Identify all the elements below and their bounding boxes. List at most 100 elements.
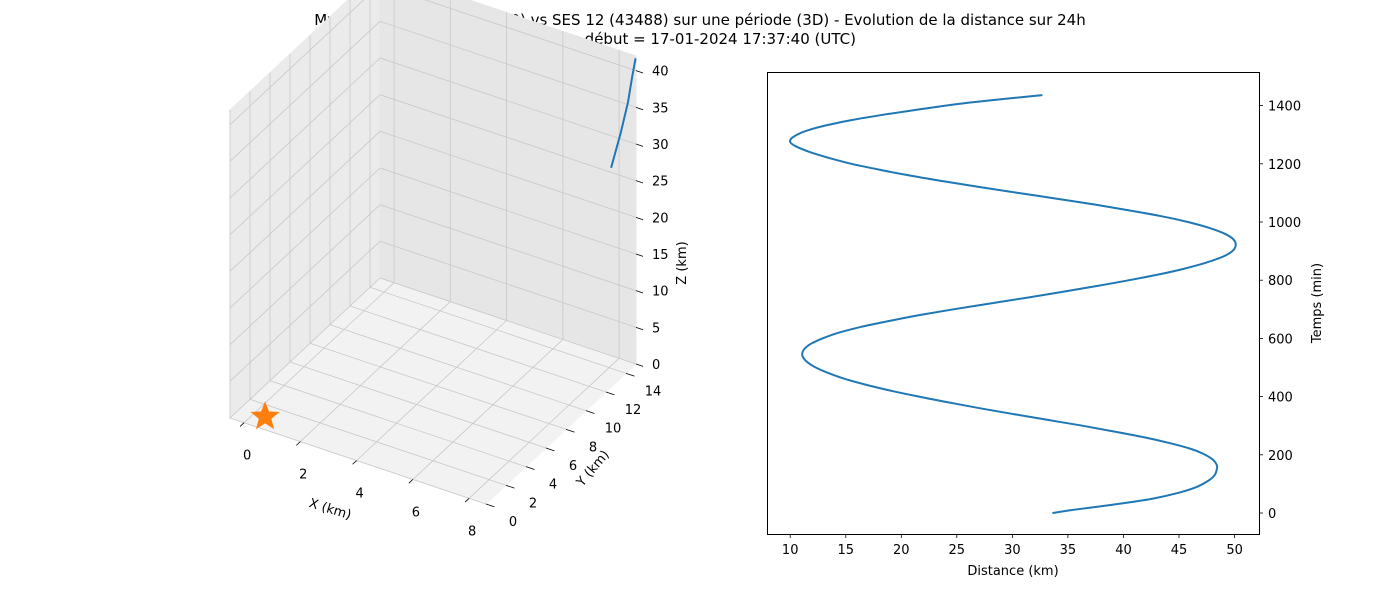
grid-line-z <box>379 94 637 182</box>
y-tick-label: 1200 <box>1268 158 1301 173</box>
y-tick-label: 12 <box>625 403 642 418</box>
y-tick-mark <box>485 503 495 508</box>
y-tick-label: 1400 <box>1268 100 1301 115</box>
plot-area <box>767 72 1260 535</box>
grid-line-z <box>229 57 381 199</box>
z-tick-mark <box>635 290 644 294</box>
x-tick-label: 30 <box>1004 543 1021 558</box>
grid-line-z <box>229 167 381 309</box>
z-tick-mark <box>635 70 644 74</box>
grid-line-y <box>329 324 587 412</box>
y-tick-mark <box>565 428 575 433</box>
y-tick-mark <box>525 466 535 470</box>
y-tick-label: 8 <box>589 440 597 455</box>
x-tick-label: 0 <box>243 449 251 464</box>
figure-title-line-2: Date début = 17-01-2024 17:37:40 (UTC) <box>544 30 856 48</box>
z-tick-label: 40 <box>652 65 669 80</box>
z-tick-mark <box>635 363 644 367</box>
z-tick-mark <box>635 216 644 221</box>
y-tick-label: 14 <box>645 384 662 399</box>
y-tick-label: 6 <box>569 459 577 474</box>
grid-line-z <box>379 20 637 108</box>
grid-line-y <box>309 342 567 430</box>
grid-line-z <box>229 131 381 272</box>
distance-series-line <box>789 94 1237 514</box>
x-axis-label-3d: X (km) <box>307 496 353 523</box>
y-tick-label: 4 <box>549 478 557 493</box>
z-tick-label: 35 <box>652 101 669 116</box>
z-axis-label-3d: Z (km) <box>675 241 690 284</box>
grid-line-y <box>229 417 487 505</box>
x-tick-mark <box>296 441 301 446</box>
z-tick-label: 5 <box>652 321 660 336</box>
x-tick-label: 25 <box>949 543 966 558</box>
x-tick-label: 15 <box>838 543 855 558</box>
grid-line-z <box>229 21 381 162</box>
y-tick-mark <box>605 391 615 396</box>
y-tick-label: 800 <box>1268 274 1293 289</box>
y-tick-label: 0 <box>1268 507 1276 522</box>
y-axis-label: Temps (min) <box>1310 263 1325 344</box>
grid-line-z <box>229 204 381 345</box>
grid-line-y <box>289 361 547 449</box>
z-tick-label: 20 <box>652 211 669 226</box>
tick-marks <box>789 105 1263 538</box>
grid-line-z <box>379 240 637 328</box>
grid-line-x <box>356 320 507 461</box>
grid-line-y <box>249 398 507 486</box>
grid-line-x <box>300 301 451 442</box>
grid-line-x <box>412 339 564 480</box>
tick-labels: 10 15 20 25 30 35 40 45 50 0 200 400 600 800 1000 1200 1… <box>782 100 1301 558</box>
chart-distance-vs-time: 10 15 20 25 30 35 40 45 50 0 200 400 600 800 1000 1200 1… <box>767 72 1325 579</box>
y-tick-label: 1000 <box>1268 216 1301 231</box>
x-tick-label: 4 <box>355 487 363 502</box>
grid-lines-3d <box>229 0 637 505</box>
x-tick-label: 2 <box>299 468 307 483</box>
x-tick-label: 35 <box>1060 543 1077 558</box>
x-axis-label: Distance (km) <box>967 564 1058 579</box>
z-tick-label: 10 <box>652 285 669 300</box>
x-tick-mark <box>408 479 414 484</box>
grid-line-z <box>379 204 637 292</box>
y-tick-mark <box>585 410 595 414</box>
y-tick-mark <box>505 484 515 489</box>
z-tick-mark <box>635 253 644 257</box>
y-tick-label: 0 <box>509 515 517 530</box>
series-group <box>789 94 1237 514</box>
grid-line-z <box>424 0 637 72</box>
x-tick-label: 8 <box>468 524 476 539</box>
z-tick-label: 15 <box>652 248 669 263</box>
series-3d <box>250 58 637 430</box>
x-tick-label: 10 <box>782 543 799 558</box>
grid-line-z <box>229 241 381 382</box>
y-tick-label: 10 <box>605 422 622 437</box>
x-tick-mark <box>239 422 245 427</box>
z-tick-mark <box>635 106 644 111</box>
grid-line-z <box>229 94 381 235</box>
pane-group <box>229 0 637 505</box>
grid-line-z <box>379 57 637 145</box>
z-tick-label: 30 <box>652 138 669 153</box>
y-tick-label: 600 <box>1268 332 1293 347</box>
x-tick-mark <box>464 498 470 503</box>
z-tick-label: 0 <box>652 358 660 373</box>
x-tick-mark <box>352 460 357 465</box>
grid-line-z <box>379 130 637 218</box>
z-tick-mark <box>635 143 644 147</box>
grid-line-z <box>379 167 637 255</box>
y-tick-label: 2 <box>529 496 537 511</box>
grid-line-z <box>379 277 637 365</box>
grid-line-y <box>269 380 527 468</box>
grid-line-z <box>229 277 381 419</box>
tick-marks-3d <box>239 70 644 508</box>
x-tick-label: 6 <box>412 505 420 520</box>
x-tick-label: 50 <box>1226 543 1243 558</box>
start-star-marker <box>250 401 280 430</box>
grid-line-y <box>369 286 627 374</box>
x-tick-label: 40 <box>1115 543 1132 558</box>
y-tick-label: 200 <box>1268 449 1293 464</box>
z-tick-mark <box>635 326 644 331</box>
grid-line-y <box>349 305 607 393</box>
x-tick-label: 45 <box>1171 543 1188 558</box>
